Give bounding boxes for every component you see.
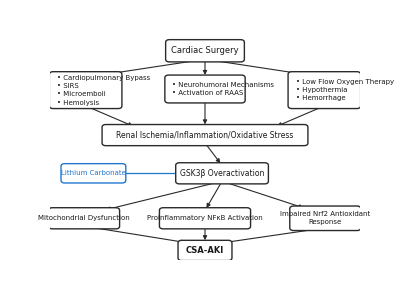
FancyBboxPatch shape bbox=[102, 124, 308, 146]
Text: Cardiac Surgery: Cardiac Surgery bbox=[171, 46, 239, 55]
FancyBboxPatch shape bbox=[178, 240, 232, 260]
FancyBboxPatch shape bbox=[176, 163, 268, 184]
Text: CSA-AKI: CSA-AKI bbox=[186, 246, 224, 255]
FancyBboxPatch shape bbox=[49, 72, 122, 109]
FancyBboxPatch shape bbox=[61, 164, 126, 183]
Text: Renal Ischemia/Inflammation/Oxidative Stress: Renal Ischemia/Inflammation/Oxidative St… bbox=[116, 131, 294, 140]
Text: • Neurohumoral Mechanisms
• Activation of RAAS: • Neurohumoral Mechanisms • Activation o… bbox=[172, 82, 274, 96]
FancyBboxPatch shape bbox=[160, 208, 250, 229]
FancyBboxPatch shape bbox=[288, 72, 361, 109]
Text: Lithium Carbonate: Lithium Carbonate bbox=[61, 170, 126, 176]
FancyBboxPatch shape bbox=[290, 206, 361, 231]
Text: • Cardiopulmonary Bypass
• SIRS
• Microemboli
• Hemolysis: • Cardiopulmonary Bypass • SIRS • Microe… bbox=[57, 75, 150, 105]
Text: GSK3β Overactivation: GSK3β Overactivation bbox=[180, 169, 264, 178]
FancyBboxPatch shape bbox=[49, 208, 120, 229]
FancyBboxPatch shape bbox=[165, 75, 245, 103]
Text: • Low Flow Oxygen Therapy
• Hypothermia
• Hemorrhage: • Low Flow Oxygen Therapy • Hypothermia … bbox=[296, 79, 394, 101]
Text: Proinflammatory NFκB Activation: Proinflammatory NFκB Activation bbox=[147, 215, 263, 221]
Text: Mitochondrial Dysfunction: Mitochondrial Dysfunction bbox=[38, 215, 130, 221]
FancyBboxPatch shape bbox=[166, 40, 244, 62]
Text: Impaired Nrf2 Antioxidant
Response: Impaired Nrf2 Antioxidant Response bbox=[280, 211, 370, 225]
